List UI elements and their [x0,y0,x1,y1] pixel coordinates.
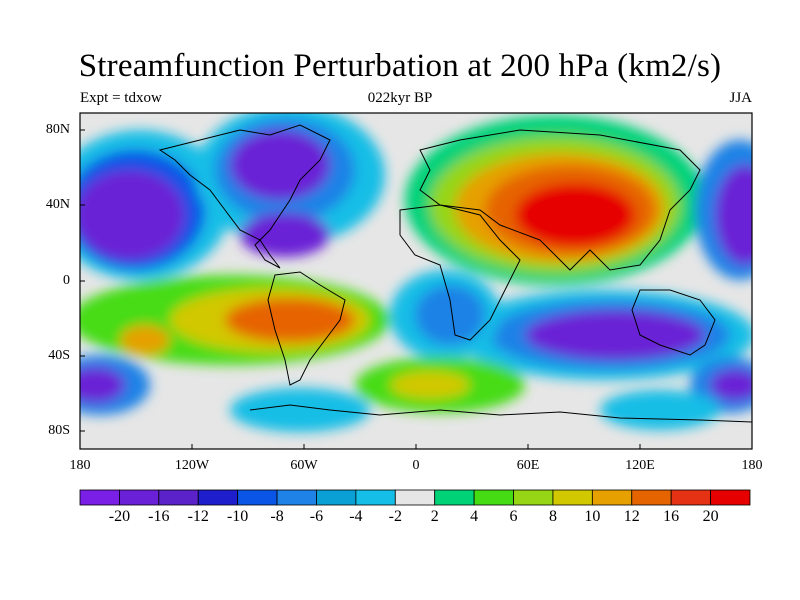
colorbar-swatch [670,489,711,506]
colorbar-swatch [355,489,396,506]
lon-label-60e: 60E [516,458,540,473]
coastlines [158,124,752,423]
lat-label-0: 0 [63,273,70,288]
colorbar [79,489,751,506]
lon-label-180w: 180 [69,458,91,473]
experiment-label: Expt = tdxow [80,90,162,106]
colorbar-swatch [158,489,199,506]
colorbar-swatch [276,489,317,506]
colorbar-swatch [394,489,436,506]
colorbar-label: 10 [584,508,601,525]
colorbar-swatch [473,489,514,506]
colorbar-label: 6 [509,508,518,525]
colorbar-swatch [710,489,751,506]
colorbar-label: -2 [388,508,402,525]
colorbar-swatch [316,489,357,506]
colorbar-swatch [631,489,672,506]
lon-label-0: 0 [412,458,420,473]
colorbar-label: 16 [663,508,680,525]
streamfunction-field [80,113,752,449]
colorbar-label: -4 [349,508,363,525]
colorbar-swatch [79,489,120,506]
colorbar-label: 4 [470,508,479,525]
colorbar-label: 2 [430,508,439,525]
colorbar-swatch [119,489,160,506]
colorbar-label: 20 [702,508,719,525]
lon-label-120w: 120W [174,458,210,473]
colorbar-swatch [434,489,475,506]
colorbar-label: 12 [623,508,640,525]
lat-label-40s: 40S [48,348,70,363]
colorbar-label: 8 [548,508,557,525]
colorbar-swatch [591,489,633,506]
season-label: JJA [729,90,752,106]
lat-label-80n: 80N [45,122,70,137]
lat-label-80s: 80S [48,423,70,438]
colorbar-swatch [237,489,278,506]
colorbar-label: -10 [226,508,249,525]
colorbar-swatch [513,489,554,506]
colorbar-label: -6 [309,508,324,525]
colorbar-label: -20 [108,508,131,525]
lon-label-180e: 180 [741,458,763,473]
colorbar-label: -8 [270,508,284,525]
colorbar-label: -12 [187,508,209,525]
lon-label-60w: 60W [290,458,318,473]
period-label: 022kyr BP [367,90,433,106]
colorbar-label: -16 [148,508,170,525]
axis-ticks [79,129,753,449]
lon-label-120e: 120E [625,458,655,473]
map-title: Streamfunction Perturbation at 200 hPa (… [78,48,722,84]
colorbar-swatch [197,489,239,506]
colorbar-swatch [552,489,593,506]
lat-label-40n: 40N [45,197,70,212]
